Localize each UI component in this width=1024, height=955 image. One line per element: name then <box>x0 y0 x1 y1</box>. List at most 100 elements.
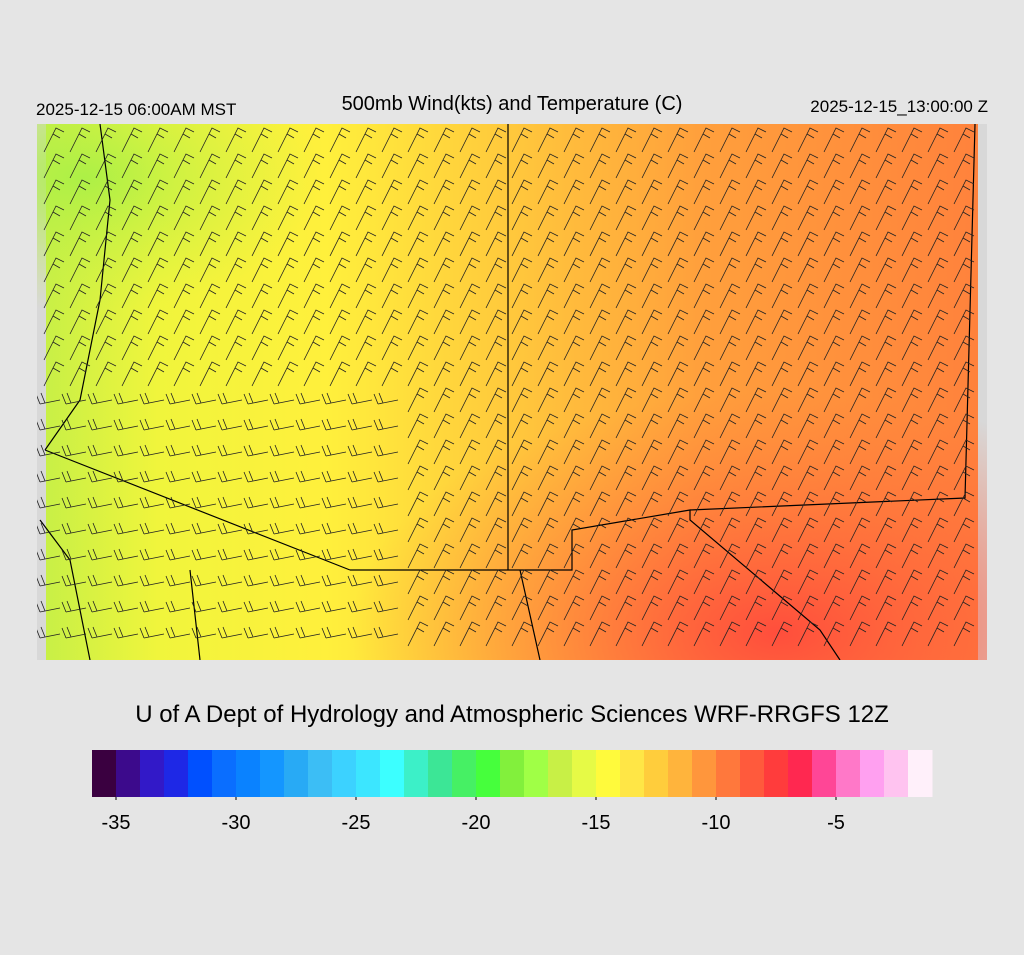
wind-barb <box>433 309 455 335</box>
tick-label: -5 <box>827 812 845 834</box>
wind-barb <box>243 496 269 509</box>
wind-barb <box>615 361 637 387</box>
wind-barb <box>355 127 377 153</box>
wind-barb <box>667 179 689 205</box>
wind-barb <box>433 127 455 153</box>
wind-barb <box>823 283 845 309</box>
wind-barb <box>87 496 113 509</box>
wind-barb <box>641 595 663 621</box>
wind-barb <box>373 600 399 613</box>
wind-barb <box>269 574 295 587</box>
wind-barb <box>927 517 949 543</box>
wind-barb <box>485 335 507 361</box>
wind-barb <box>329 283 351 309</box>
wind-barb <box>849 361 871 387</box>
wind-barb <box>563 309 585 335</box>
wind-barb <box>823 179 845 205</box>
wind-barb <box>87 470 113 483</box>
wind-barb <box>901 231 923 257</box>
wind-barb <box>225 127 247 153</box>
wind-barb <box>147 205 169 231</box>
wind-barb <box>433 179 455 205</box>
wind-barb <box>87 600 113 613</box>
wind-barb <box>165 496 191 509</box>
wind-barb <box>321 496 347 509</box>
wind-barb <box>849 387 871 413</box>
wind-barb <box>61 470 87 483</box>
wind-barb <box>321 418 347 431</box>
color-swatch <box>644 750 669 797</box>
credit: U of A Dept of Hydrology and Atmospheric… <box>135 701 889 728</box>
wind-barb <box>563 127 585 153</box>
wind-barb <box>953 465 975 491</box>
wind-barb <box>511 621 533 647</box>
wind-barb <box>719 413 741 439</box>
wind-barb <box>485 387 507 413</box>
wind-barb <box>43 231 65 257</box>
wind-barb <box>217 574 243 587</box>
wind-barb <box>87 522 113 535</box>
wind-barb <box>199 335 221 361</box>
wind-barb <box>459 439 481 465</box>
wind-barb <box>121 257 143 283</box>
wind-barb <box>347 626 373 639</box>
wind-barb <box>511 439 533 465</box>
wind-barb <box>303 179 325 205</box>
wind-barb <box>693 439 715 465</box>
wind-barb <box>69 361 91 387</box>
wind-barb <box>87 574 113 587</box>
wind-barb <box>953 205 975 231</box>
wind-barb <box>615 569 637 595</box>
wind-barb <box>251 153 273 179</box>
wind-barb <box>745 127 767 153</box>
wind-barb <box>321 548 347 561</box>
wind-barb <box>537 439 559 465</box>
wind-barb <box>69 127 91 153</box>
wind-barb <box>407 439 429 465</box>
wind-barb <box>589 595 611 621</box>
wind-barb <box>407 205 429 231</box>
wind-barb <box>95 309 117 335</box>
wind-barb <box>407 517 429 543</box>
wind-barb <box>485 127 507 153</box>
wind-barb <box>217 626 243 639</box>
wind-barb <box>95 153 117 179</box>
wind-barb <box>459 361 481 387</box>
wind-barb <box>191 574 217 587</box>
wind-barb <box>459 569 481 595</box>
tick-label: -20 <box>462 812 491 834</box>
wind-barb <box>217 496 243 509</box>
wind-barb <box>719 205 741 231</box>
wind-barb <box>537 569 559 595</box>
wind-barb <box>321 600 347 613</box>
wind-barb <box>459 491 481 517</box>
wind-barb <box>511 517 533 543</box>
wind-barb <box>269 418 295 431</box>
wind-barb <box>927 309 949 335</box>
wind-barb <box>37 574 61 587</box>
wind-barb <box>459 387 481 413</box>
wind-barb <box>589 621 611 647</box>
wind-barb <box>95 179 117 205</box>
wind-barb <box>511 361 533 387</box>
color-swatch <box>788 750 813 797</box>
wind-barb <box>719 153 741 179</box>
wind-barb <box>459 413 481 439</box>
wind-barb <box>459 465 481 491</box>
wind-barb <box>243 470 269 483</box>
wind-barb <box>243 574 269 587</box>
wind-barb <box>381 179 403 205</box>
color-swatch <box>188 750 213 797</box>
wind-barb <box>407 413 429 439</box>
wind-barb <box>225 283 247 309</box>
wind-barb <box>875 439 897 465</box>
wind-barb <box>771 179 793 205</box>
wind-barb <box>953 595 975 621</box>
wind-barb <box>797 283 819 309</box>
color-swatch <box>716 750 741 797</box>
wind-barb <box>511 309 533 335</box>
wind-barb <box>589 543 611 569</box>
wind-barb <box>589 569 611 595</box>
wind-barb <box>95 231 117 257</box>
wind-barb <box>771 335 793 361</box>
